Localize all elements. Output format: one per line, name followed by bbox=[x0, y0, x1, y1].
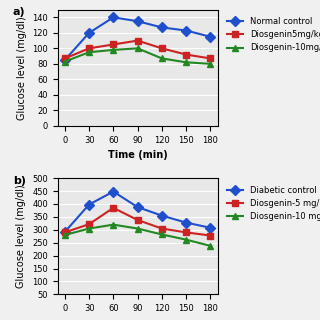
Diosgenin-5 mg/kg bbox=[111, 206, 115, 210]
Diosgenin-10mg/kg: bbox=[184, 60, 188, 64]
Diabetic control bbox=[208, 226, 212, 230]
Diosgenin-10mg/kg: bbox=[111, 48, 115, 52]
Diosgenin5mg/kg bbox=[87, 46, 91, 50]
Diosgenin-10mg/kg: bbox=[208, 62, 212, 66]
Legend: Normal control, Diosgenin5mg/kg, Diosgenin-10mg/kg:: Normal control, Diosgenin5mg/kg, Diosgen… bbox=[223, 14, 320, 56]
Line: Normal control: Normal control bbox=[61, 14, 214, 63]
Diosgenin5mg/kg bbox=[208, 57, 212, 60]
Normal control bbox=[63, 58, 67, 62]
X-axis label: Time (min): Time (min) bbox=[108, 150, 167, 160]
Diosgenin-5 mg/kg bbox=[63, 230, 67, 234]
Legend: Diabetic control, Diosgenin-5 mg/kg, Diosgenin-10 mg/kg:: Diabetic control, Diosgenin-5 mg/kg, Dio… bbox=[223, 182, 320, 224]
Normal control bbox=[111, 15, 115, 19]
Normal control bbox=[184, 28, 188, 32]
Diosgenin-10mg/kg: bbox=[160, 57, 164, 60]
Normal control bbox=[87, 31, 91, 35]
Diabetic control bbox=[63, 230, 67, 234]
Text: b): b) bbox=[13, 176, 26, 186]
Y-axis label: Glucose level (mg/dl): Glucose level (mg/dl) bbox=[17, 16, 27, 120]
Diosgenin-5 mg/kg bbox=[136, 218, 140, 222]
Line: Diabetic control: Diabetic control bbox=[61, 188, 214, 235]
Diosgenin-10 mg/kg: bbox=[87, 227, 91, 230]
Diosgenin-10 mg/kg: bbox=[160, 233, 164, 236]
Diabetic control bbox=[111, 190, 115, 194]
Text: a): a) bbox=[13, 7, 25, 17]
Normal control bbox=[160, 26, 164, 29]
Diosgenin-10mg/kg: bbox=[136, 46, 140, 50]
Diosgenin-5 mg/kg bbox=[184, 230, 188, 234]
Normal control bbox=[208, 35, 212, 39]
Diabetic control bbox=[136, 205, 140, 209]
Diabetic control bbox=[160, 214, 164, 218]
Diosgenin5mg/kg bbox=[184, 52, 188, 56]
Diosgenin-10 mg/kg: bbox=[136, 227, 140, 230]
Diosgenin-5 mg/kg bbox=[87, 222, 91, 226]
Line: Diosgenin5mg/kg: Diosgenin5mg/kg bbox=[61, 37, 214, 62]
Line: Diosgenin-5 mg/kg: Diosgenin-5 mg/kg bbox=[61, 204, 214, 239]
Diosgenin-10 mg/kg: bbox=[184, 238, 188, 242]
Y-axis label: Glucose level (mg/dl): Glucose level (mg/dl) bbox=[16, 184, 27, 288]
Diosgenin5mg/kg bbox=[63, 57, 67, 60]
Diosgenin5mg/kg bbox=[160, 46, 164, 50]
Diosgenin-5 mg/kg bbox=[208, 234, 212, 237]
Diosgenin-10mg/kg: bbox=[63, 60, 67, 63]
Diosgenin5mg/kg bbox=[136, 39, 140, 43]
Diabetic control bbox=[87, 203, 91, 206]
Diabetic control bbox=[184, 221, 188, 225]
Line: Diosgenin-10mg/kg:: Diosgenin-10mg/kg: bbox=[61, 45, 214, 67]
Line: Diosgenin-10 mg/kg:: Diosgenin-10 mg/kg: bbox=[61, 221, 214, 249]
Diosgenin-10mg/kg: bbox=[87, 50, 91, 54]
Diosgenin5mg/kg bbox=[111, 43, 115, 46]
Normal control bbox=[136, 19, 140, 23]
Diosgenin-10 mg/kg: bbox=[208, 244, 212, 248]
Diosgenin-10 mg/kg: bbox=[111, 223, 115, 227]
Diosgenin-10 mg/kg: bbox=[63, 233, 67, 237]
Diosgenin-5 mg/kg bbox=[160, 227, 164, 230]
